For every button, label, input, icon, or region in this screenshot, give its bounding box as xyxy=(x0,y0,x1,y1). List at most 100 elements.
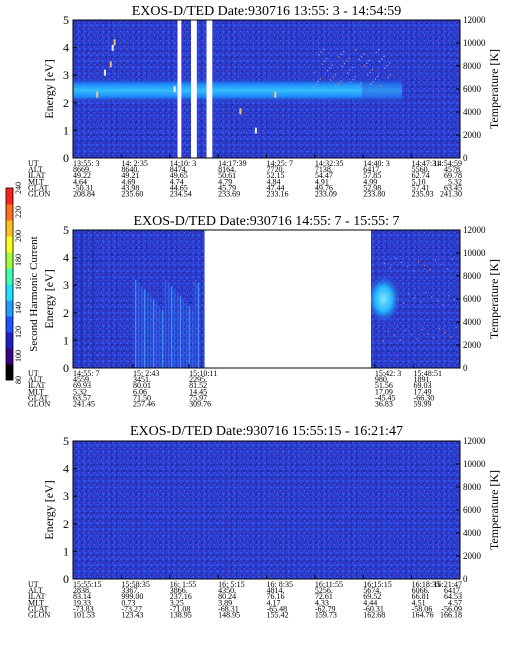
y-tick-label: 1 xyxy=(63,544,69,558)
ephemeris-value: 233.16 xyxy=(267,190,289,199)
ephemeris-value: 54.47 xyxy=(315,171,333,180)
spectrogram-noise xyxy=(73,441,460,579)
ephemeris-value: 17.09 xyxy=(375,387,393,396)
colorbar-swatch xyxy=(6,364,13,381)
y2-tick-label: 8000 xyxy=(463,482,482,492)
ephemeris-value: 14:10: 3 xyxy=(170,159,196,168)
y-tick-label: 2 xyxy=(63,306,69,320)
ephemeris-value: 4.57 xyxy=(448,598,462,607)
ephemeris-value: 59.99 xyxy=(414,400,432,409)
ephemeris-value: 49.22 xyxy=(73,171,91,180)
ephemeris-value: 14:54:59 xyxy=(434,159,462,168)
ephemeris-value: 4814. xyxy=(267,586,285,595)
colorbar-swatch xyxy=(6,348,13,365)
ephemeris-value: 15:55:15 xyxy=(73,580,101,589)
panel-2: EXOS-D/TED Date:930716 14:55: 7 - 15:55:… xyxy=(28,214,501,409)
ephemeris-value: 241.45 xyxy=(73,400,95,409)
ephemeris-value: 16:21:47 xyxy=(434,580,462,589)
ephemeris-value: 4578. xyxy=(444,165,462,174)
ephemeris-value: 63.45 xyxy=(444,183,462,192)
ephemeris-value: 4.69 xyxy=(121,177,135,186)
ephemeris-value: 19.33 xyxy=(73,598,91,607)
ephemeris-value: 159.73 xyxy=(315,611,337,620)
y2-tick-label: 2000 xyxy=(463,130,482,140)
y-tick-label: 3 xyxy=(63,489,69,503)
ephemeris-value: 233.80 xyxy=(363,190,385,199)
ephemeris-value: 241.30 xyxy=(440,190,462,199)
data-gap xyxy=(177,19,182,159)
ephemeris-value: -60.31 xyxy=(363,604,384,613)
ephemeris-value: -73.83 xyxy=(73,604,94,613)
ephemeris-value: 14: 2:35 xyxy=(121,159,147,168)
ephemeris-value: 8474. xyxy=(170,165,188,174)
ephemeris-value: 3367. xyxy=(121,586,139,595)
ephemeris-value: 14:25: 7 xyxy=(267,159,293,168)
y2-tick-label: 10000 xyxy=(463,38,486,48)
y2-tick-label: 2000 xyxy=(463,340,482,350)
ephemeris-row-label: MLT xyxy=(28,387,44,396)
panel-title: EXOS-D/TED Date:930716 15:55:15 - 16:21:… xyxy=(130,424,403,439)
ephemeris-value: 15:10:11 xyxy=(189,369,217,378)
ephemeris-value: 3.89 xyxy=(218,598,232,607)
ephemeris-value: 7138. xyxy=(315,165,333,174)
y2-tick-label: 2000 xyxy=(463,551,482,561)
colorbar: 80 100 120 140 160 180 200 220 240 Second Harmoni… xyxy=(5,182,40,384)
ephemeris-value: 4.99 xyxy=(363,177,377,186)
ephemeris-value: 4.79 xyxy=(218,177,232,186)
ephemeris-value: 5674. xyxy=(363,586,381,595)
colorbar-tick-label: 120 xyxy=(14,326,23,338)
ephemeris-value: 4.64 xyxy=(73,177,87,186)
ephemeris-value: 45.79 xyxy=(218,183,236,192)
ephemeris-value: 14:17:39 xyxy=(218,159,246,168)
ephemeris-value: 49.76 xyxy=(315,183,333,192)
data-gap xyxy=(206,19,213,159)
y-tick-label: 3 xyxy=(63,68,69,82)
ephemeris-value: 16: 1:55 xyxy=(170,580,196,589)
panel-title: EXOS-D/TED Date:930716 13:55: 3 - 14:54:… xyxy=(132,4,401,19)
ephemeris-value: 164.76 xyxy=(412,611,434,620)
ephemeris-value: -73.27 xyxy=(121,604,142,613)
ephemeris-value: 123.43 xyxy=(121,611,143,620)
ephemeris-value: 4.84 xyxy=(267,177,281,186)
ephemeris-row-label: ALT xyxy=(28,375,43,384)
colorbar-swatch xyxy=(6,236,13,253)
ephemeris-value: 4559. xyxy=(73,375,91,384)
y2-axis-label: Temperature [K] xyxy=(487,259,501,339)
y2-tick-label: 6000 xyxy=(463,505,482,515)
ephemeris-value: 166.18 xyxy=(440,611,462,620)
y2-tick-label: 0 xyxy=(463,153,468,163)
ephemeris-value: 63.57 xyxy=(73,393,91,402)
ephemeris-value: 62.74 xyxy=(412,171,430,180)
ephemeris-value: 52.98 xyxy=(363,183,381,192)
y2-tick-label: 4000 xyxy=(463,317,482,327)
ephemeris-value: -66.30 xyxy=(414,393,435,402)
ephemeris-value: 101.53 xyxy=(73,611,95,620)
ephemeris-value: 5256. xyxy=(315,586,333,595)
ephemeris-value: 64.53 xyxy=(444,592,462,601)
ephemeris-value: 14.45 xyxy=(189,387,207,396)
colorbar-tick-label: 200 xyxy=(14,230,23,242)
y-tick-label: 4 xyxy=(63,251,69,265)
ephemeris-value: -62.79 xyxy=(315,604,336,613)
colorbar-tick-label: 140 xyxy=(14,302,23,314)
y-tick-label: 2 xyxy=(63,517,69,531)
ephemeris-value: 69.52 xyxy=(363,592,381,601)
ephemeris-value: 4.91 xyxy=(315,177,329,186)
ephemeris-value: 15:48:51 xyxy=(414,369,442,378)
ephemeris-value: 50.61 xyxy=(218,171,236,180)
ephemeris-row-label: GLAT xyxy=(28,604,49,613)
colorbar-swatch xyxy=(6,316,13,333)
y2-tick-label: 4000 xyxy=(463,107,482,117)
hot-spot xyxy=(365,257,457,342)
data-gap xyxy=(204,229,371,369)
y-tick-label: 0 xyxy=(63,151,69,165)
figure-layer: EXOS-D/TED Date:930716 13:55: 3 - 14:54:… xyxy=(5,4,501,620)
ephemeris-value: -71.08 xyxy=(170,604,191,613)
y2-tick-label: 4000 xyxy=(463,528,482,538)
colorbar-label: Second Harmonic Current xyxy=(28,236,40,351)
ephemeris-value: 16:11:55 xyxy=(315,580,343,589)
y2-tick-label: 12000 xyxy=(463,436,486,446)
ephemeris-value: 138.95 xyxy=(170,611,192,620)
